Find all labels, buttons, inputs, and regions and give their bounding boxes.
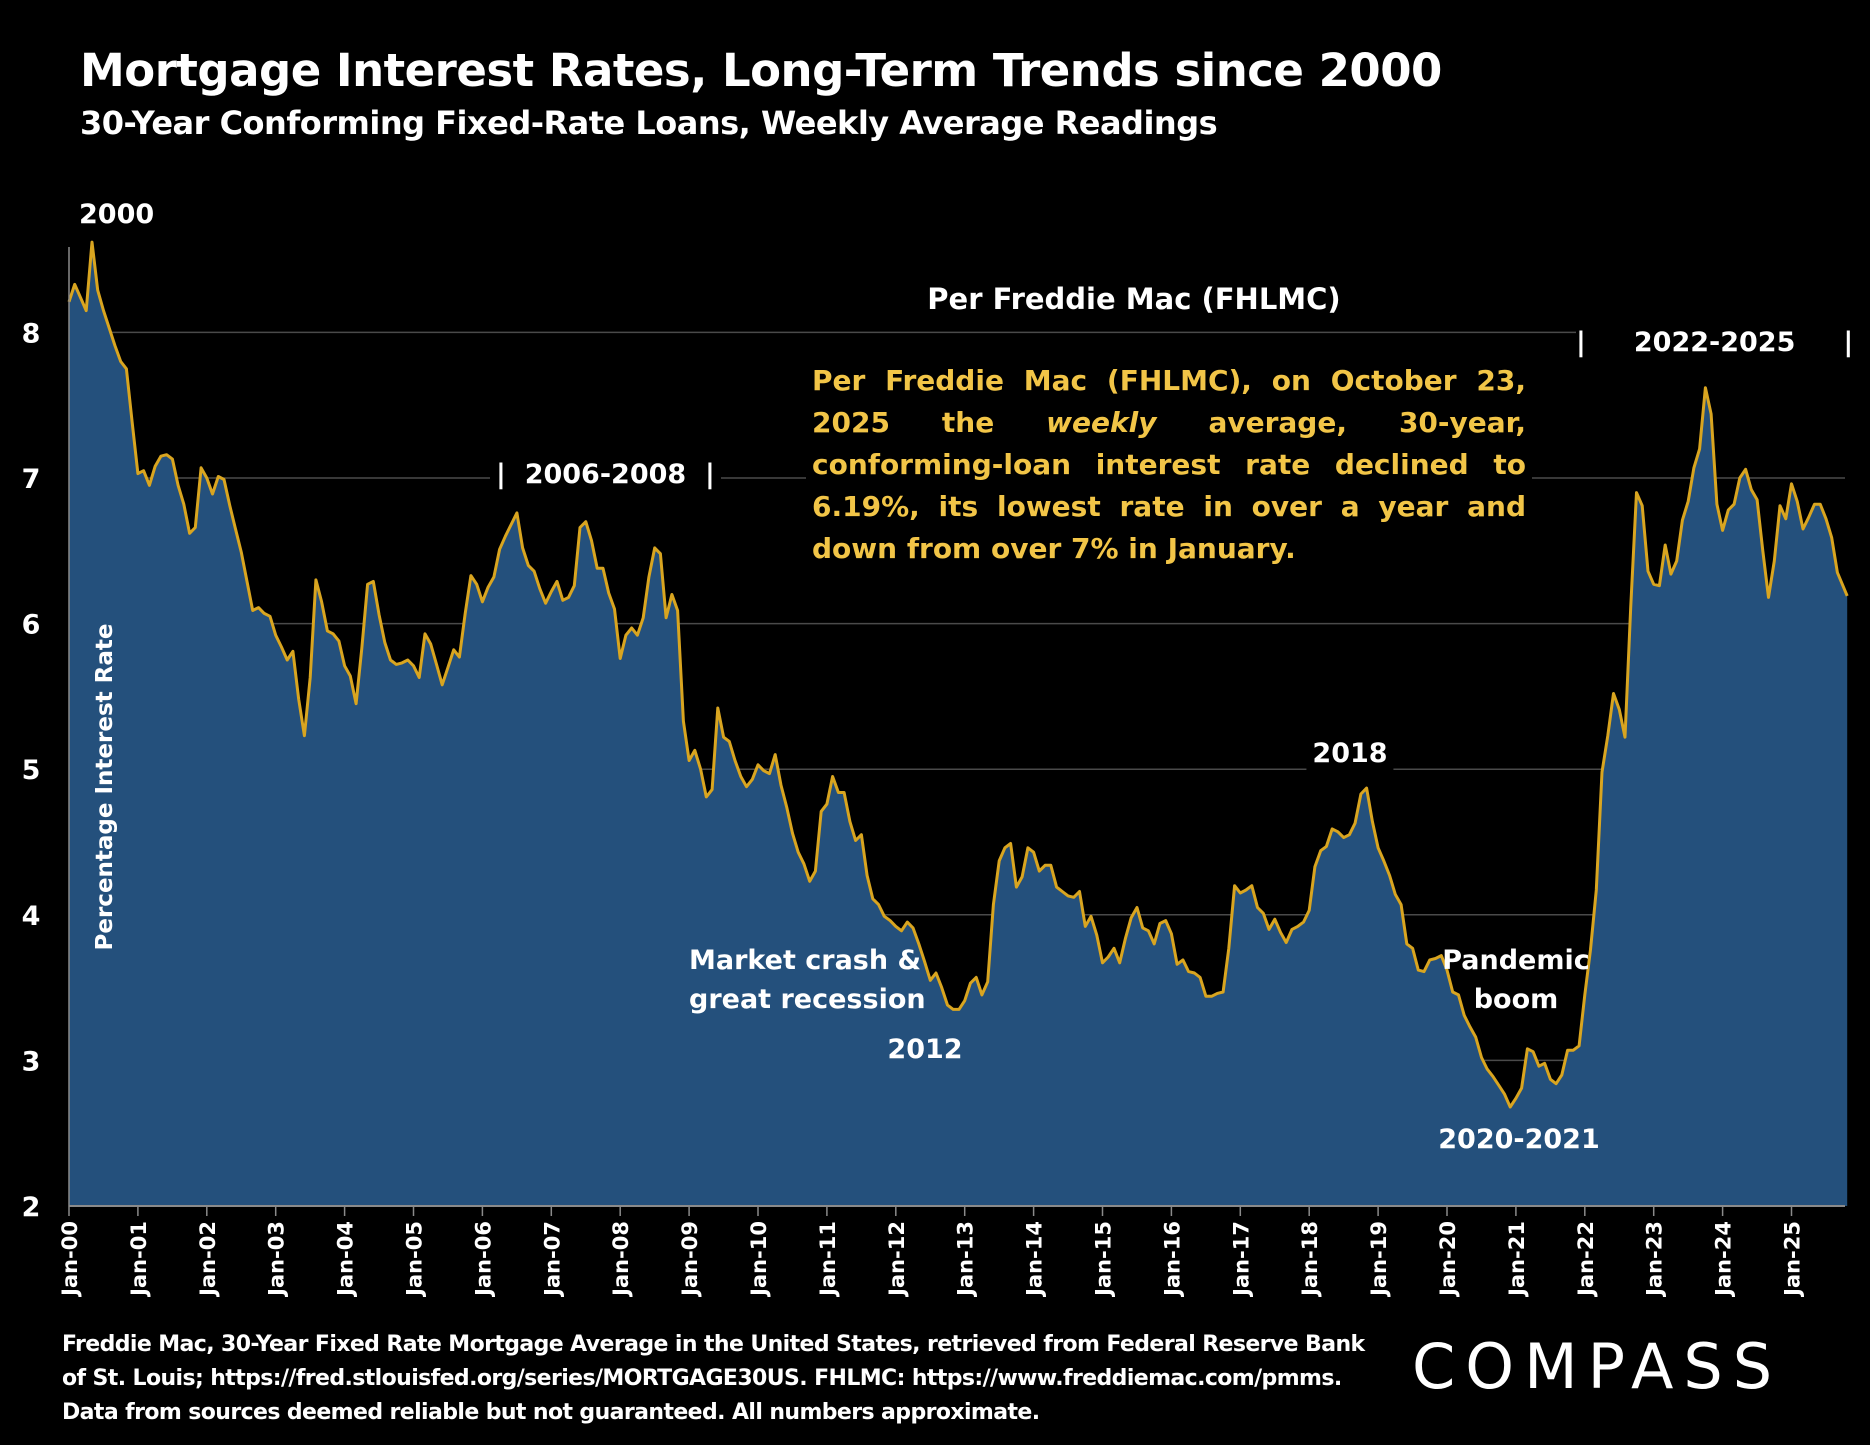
y-tick-label: 7 [22, 464, 41, 495]
x-tick-label: Jan-23 [1643, 1221, 1667, 1298]
x-tick-label: Jan-07 [540, 1221, 564, 1298]
annotation-pandemic: Pandemic boom [1442, 941, 1590, 1019]
x-tick-label: Jan-13 [954, 1221, 978, 1298]
x-tick-label: Jan-21 [1505, 1221, 1529, 1298]
note-italic: weekly [1046, 406, 1157, 439]
x-tick-label: Jan-20 [1436, 1221, 1460, 1298]
footer-line: Data from sources deemed reliable but no… [62, 1400, 1040, 1425]
y-tick-label: 6 [22, 610, 41, 641]
rate-note: Per Freddie Mac (FHLMC), on October 23, … [806, 360, 1532, 570]
annotation-2012: 2012 [887, 1034, 963, 1065]
x-tick-label: Jan-14 [1023, 1221, 1047, 1298]
x-tick-label: Jan-01 [127, 1221, 151, 1298]
x-tick-label: Jan-17 [1229, 1221, 1253, 1298]
source-footer: Freddie Mac, 30-Year Fixed Rate Mortgage… [62, 1328, 1365, 1430]
x-tick-label: Jan-12 [885, 1221, 909, 1298]
x-tick-label: Jan-10 [747, 1221, 771, 1298]
chart-title: Mortgage Interest Rates, Long-Term Trend… [80, 44, 1442, 97]
x-tick-label: Jan-22 [1574, 1221, 1598, 1298]
x-tick-label: Jan-25 [1781, 1221, 1805, 1298]
annotation-2020-2021: 2020-2021 [1438, 1124, 1600, 1155]
x-tick-label: Jan-15 [1092, 1221, 1116, 1298]
y-axis-label: Percentage Interest Rate [92, 623, 118, 951]
x-tick-label: Jan-11 [816, 1221, 840, 1298]
y-tick-label: 8 [22, 318, 41, 349]
note-text: average, 30-year, conforming-loan intere… [812, 406, 1526, 565]
y-tick-label: 4 [22, 901, 41, 932]
period-label: 2006-2008 [524, 459, 687, 490]
annotation-2000: 2000 [73, 197, 161, 233]
x-tick-label: Jan-03 [265, 1221, 289, 1298]
y-tick-label: 5 [22, 755, 41, 786]
bracket-bar: | [705, 459, 715, 490]
chart-subtitle: 30-Year Conforming Fixed-Rate Loans, Wee… [80, 104, 1218, 142]
annotation-2022-2025: | 2022-2025 | [1576, 325, 1854, 361]
y-tick-label: 2 [22, 1192, 41, 1223]
x-tick-label: Jan-08 [609, 1221, 633, 1298]
rate-area-fill [69, 242, 1848, 1207]
x-tick-label: Jan-09 [678, 1221, 702, 1298]
annotation-line: Market crash & [689, 945, 922, 976]
y-tick-labels: 2 3 4 5 6 7 8 [22, 318, 41, 1223]
annotation-line: boom [1473, 984, 1559, 1015]
bracket-bar: | [496, 459, 506, 490]
x-tick-label: Jan-24 [1712, 1221, 1736, 1298]
x-tick-label: Jan-19 [1367, 1221, 1391, 1298]
footer-line: of St. Louis; https://fred.stlouisfed.or… [62, 1366, 1342, 1391]
x-tick-label: Jan-02 [196, 1221, 220, 1298]
annotation-2018: 2018 [1306, 736, 1394, 772]
period-label: 2022-2025 [1633, 327, 1796, 358]
footer-line: Freddie Mac, 30-Year Fixed Rate Mortgage… [62, 1332, 1365, 1357]
bracket-bar: | [1576, 327, 1586, 358]
x-tick-label: Jan-16 [1160, 1221, 1184, 1298]
annotation-source: Per Freddie Mac (FHLMC) [921, 281, 1347, 317]
x-tick-label: Jan-06 [471, 1221, 495, 1298]
note-text: Per Freddie Mac (FHLMC), on October 23, … [812, 364, 1526, 439]
x-ticks: Jan-00 Jan-01 Jan-02 Jan-03 Jan-04 Jan-05 Jan-… [58, 1206, 1805, 1298]
annotation-line: Pandemic [1442, 945, 1590, 976]
rate-series-line [67, 240, 1849, 1109]
x-tick-label: Jan-18 [1298, 1221, 1322, 1298]
compass-logo: COMPASS [1412, 1330, 1783, 1403]
annotation-line: great recession [689, 984, 926, 1015]
annotation-2006-2008: | 2006-2008 | [490, 457, 721, 493]
y-tick-label: 3 [22, 1046, 41, 1077]
x-tick-label: Jan-00 [58, 1221, 82, 1298]
annotation-market-crash: Market crash & great recession [689, 941, 926, 1019]
bracket-bar: | [1843, 327, 1854, 358]
x-tick-label: Jan-04 [334, 1221, 358, 1298]
x-tick-label: Jan-05 [403, 1221, 427, 1298]
